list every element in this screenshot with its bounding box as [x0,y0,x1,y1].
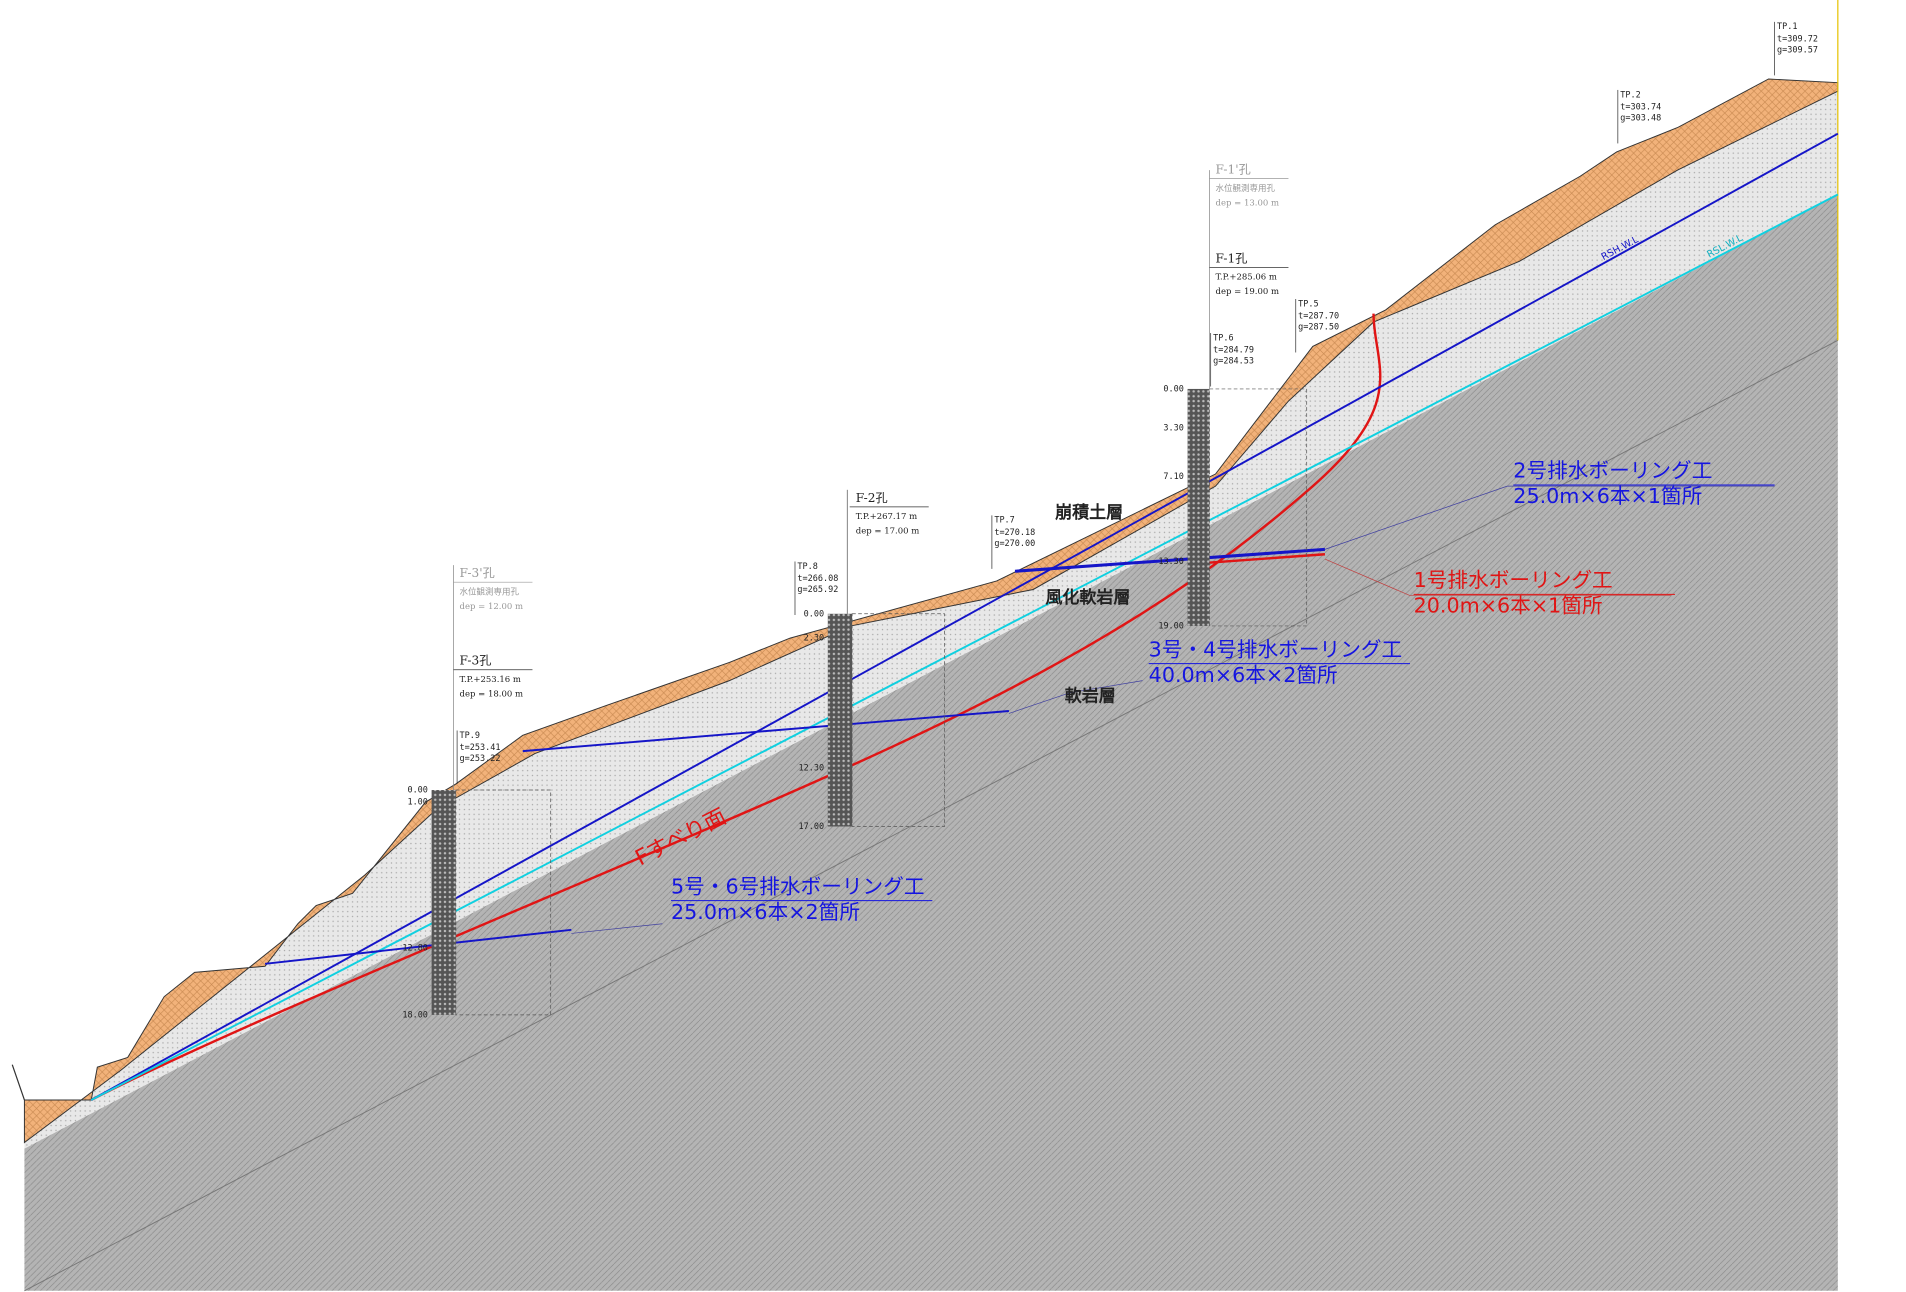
borehole-info: dep = 18.00 m [460,690,524,700]
depth-label: 0.00 [804,609,824,619]
depth-label: 1.00 [407,798,427,808]
drain-name: 2号排水ボーリング工 [1513,459,1712,483]
tp-g: g=284.53 [1213,356,1254,366]
tp-g: g=253.22 [460,754,501,764]
tp-name: TP.6 [1213,333,1233,343]
tp-t: t=266.08 [797,574,838,584]
borehole-info: T.P.+267.17 m [856,512,917,522]
borehole-info: 水位観測専用孔 [460,586,520,597]
depth-label: 0.00 [1163,384,1183,394]
depth-label: 0.00 [407,786,427,796]
tp-g: g=270.00 [994,539,1035,549]
depth-label: 12.80 [402,944,428,954]
tp-name: TP.9 [460,731,480,741]
depth-label: 18.00 [402,1010,428,1020]
tp-g: g=265.92 [797,585,838,595]
drain-name: 3号・4号排水ボーリング工 [1149,637,1403,661]
borehole-name: F-2孔 [856,491,888,505]
depth-label: 12.30 [799,764,825,774]
slip-surface [90,313,1382,1102]
tp-name: TP.2 [1620,90,1640,100]
borehole-name: F-3孔 [460,654,492,668]
tp-name: TP.1 [1777,22,1797,32]
tp-g: g=303.48 [1620,113,1661,123]
drain-spec: 20.0m×6本×1箇所 [1414,593,1603,617]
tp-name: TP.5 [1298,299,1318,309]
geology [11,0,1839,1292]
drain-spec: 25.0m×6本×1箇所 [1513,484,1702,508]
drain-spec: 25.0m×6本×2箇所 [671,900,860,924]
tp-t: t=287.70 [1298,312,1339,322]
weathered-rock [24,91,1838,1149]
borehole-info: 水位観測専用孔 [1216,183,1276,194]
tp-g: g=287.50 [1298,322,1339,332]
tp-t: t=284.79 [1213,346,1254,356]
tp-t: t=253.41 [460,743,501,753]
borehole-name: F-1'孔 [1216,163,1251,177]
layer-label: 崩積土層 [1055,502,1123,523]
borehole-info: dep = 19.00 m [1216,287,1280,297]
tp-t: t=270.18 [994,528,1035,538]
drain-name: 1号排水ボーリング工 [1414,568,1613,592]
tp-t: t=309.72 [1777,34,1818,44]
tp-t: t=303.74 [1620,102,1661,112]
tp-name: TP.8 [797,562,817,572]
water-level-high [90,132,1839,1101]
borehole-name: F-3'孔 [460,566,495,580]
tp-name: TP.7 [994,516,1014,526]
drain-name: 5号・6号排水ボーリング工 [671,874,925,898]
layer-label: 風化軟岩層 [1045,587,1130,608]
boreholes [431,170,1308,1016]
drain-spec: 40.0m×6本×2箇所 [1149,663,1338,687]
soft-rock [24,194,1838,1291]
lines [90,132,1839,1102]
borehole-info: dep = 12.00 m [460,602,524,612]
depth-label: 2.30 [804,634,824,644]
borehole-name: F-1孔 [1216,251,1248,265]
borehole-info: T.P.+253.16 m [460,675,521,685]
borehole-info: dep = 17.00 m [856,527,920,537]
borehole-info: dep = 13.00 m [1216,198,1280,208]
depth-label: 19.00 [1158,621,1184,631]
borehole-info: T.P.+285.06 m [1216,273,1277,283]
depth-label: 13.30 [1158,557,1184,567]
depth-label: 7.10 [1163,472,1183,482]
depth-label: 3.30 [1163,423,1183,433]
layer-label: 軟岩層 [1065,685,1116,706]
depth-label: 17.00 [799,822,825,832]
tp-g: g=309.57 [1777,45,1818,55]
water-level-low [90,193,1839,1101]
